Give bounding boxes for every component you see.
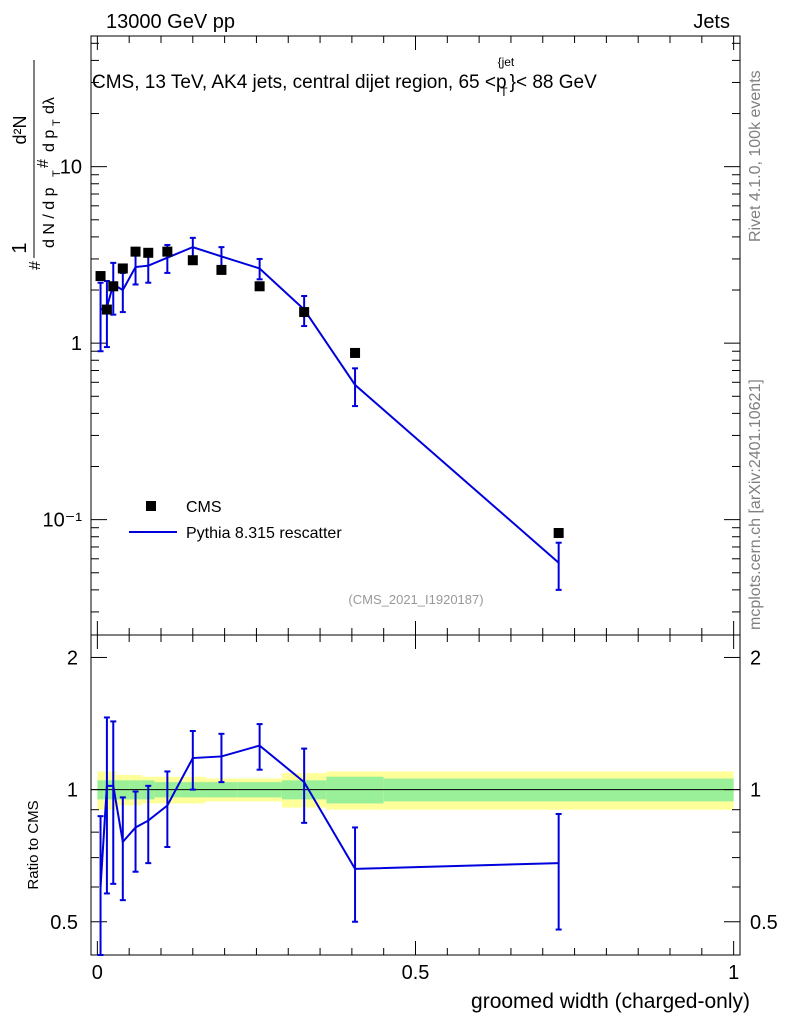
main-y-tick-label: 1 [71, 333, 82, 355]
ratio-y-tick-label: 2 [67, 647, 78, 669]
rivet-version-label: Rivet 4.1.0, 100k events [747, 70, 764, 242]
x-tick-label: 0.5 [402, 962, 430, 984]
ratio-y-axis-label: Ratio to CMS [25, 800, 42, 889]
ratio-y-tick-label-right: 0.5 [750, 912, 778, 934]
plot-title: CMS, 13 TeV, AK4 jets, central dijet reg… [92, 55, 597, 99]
main-y-tick-label: 10 [60, 157, 82, 179]
svg-text:1: 1 [9, 242, 31, 253]
plot-title-main: CMS, 13 TeV, AK4 jets, central dijet reg… [92, 72, 507, 93]
data-point [187, 255, 198, 266]
plot-title-sub: T [500, 85, 508, 99]
data-point [162, 246, 173, 257]
x-tick-label: 0 [92, 962, 103, 984]
data-point [143, 247, 154, 258]
data-point [117, 263, 128, 274]
data-point [130, 246, 141, 257]
header-right: Jets [693, 11, 730, 33]
main-y-axis-label: # 1 d N / d p T # d²N d p T dλ [9, 60, 63, 270]
x-axis-label: groomed width (charged-only) [471, 990, 750, 1013]
header-left: 13000 GeV pp [106, 11, 235, 33]
ratio-y-tick-label-right: 2 [750, 647, 761, 669]
data-point [216, 264, 227, 275]
legend-data-marker [146, 501, 156, 511]
main-plot-frame [90, 35, 741, 636]
svg-text:#: # [35, 159, 52, 168]
svg-text:T: T [51, 170, 63, 177]
data-point [254, 281, 265, 292]
ratio-y-tick-label: 1 [67, 780, 78, 802]
svg-text:T: T [51, 119, 63, 126]
svg-text:#: # [27, 261, 44, 270]
data-point [95, 271, 106, 282]
plot-title-sup: {jet [498, 55, 515, 69]
main-y-tick-label: 10⁻¹ [43, 510, 83, 532]
svg-text:d²N: d²N [10, 115, 30, 144]
analysis-id-watermark: (CMS_2021_I1920187) [348, 592, 483, 607]
data-point [350, 347, 361, 358]
data-point [101, 304, 112, 315]
ratio-series-line [99, 744, 559, 888]
x-tick-label: 1 [728, 962, 739, 984]
svg-text:d p: d p [41, 130, 58, 152]
svg-text:dλ: dλ [41, 97, 58, 114]
plot-title-end: }< 88 GeV [510, 72, 597, 93]
legend-mc-label: Pythia 8.315 rescatter [186, 525, 342, 542]
svg-text:d N / d p: d N / d p [41, 187, 58, 248]
ratio-y-tick-label-right: 1 [750, 780, 761, 802]
data-point [108, 281, 119, 292]
ratio-y-tick-label: 0.5 [50, 912, 78, 934]
mcplots-source-label: mcplots.cern.ch [arXiv:2401.10621] [747, 379, 764, 630]
data-point [553, 528, 564, 539]
mc-series-line [100, 246, 560, 564]
legend-data-label: CMS [186, 499, 222, 516]
data-point [299, 307, 310, 318]
